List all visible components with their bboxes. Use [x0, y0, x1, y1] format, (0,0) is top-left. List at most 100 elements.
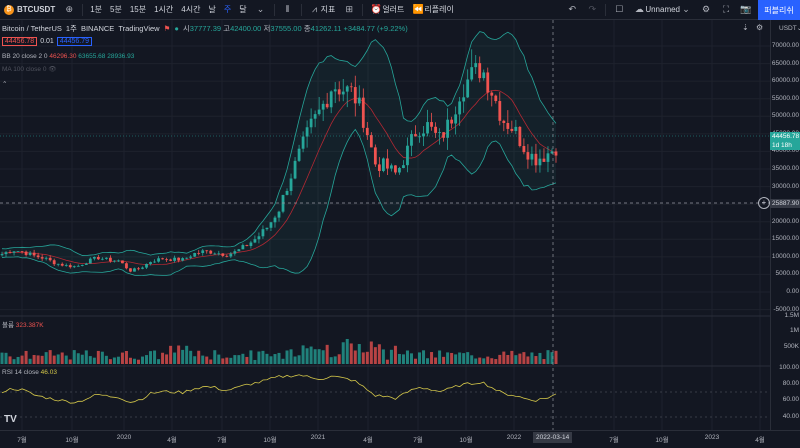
- rsi-legend[interactable]: RSI 14 close 46.03: [2, 369, 57, 376]
- price-tick: -5000.00: [773, 305, 799, 313]
- divider: [300, 3, 302, 16]
- chart-type-button[interactable]: ⫴: [278, 0, 298, 20]
- candle: [173, 255, 177, 263]
- volume-bar: [458, 352, 462, 364]
- candle: [137, 267, 140, 271]
- settings-small-icon[interactable]: ⚙: [756, 23, 764, 32]
- volume-bar: [36, 355, 40, 364]
- volume-bar: [393, 345, 397, 364]
- candle: [381, 157, 385, 173]
- volume-bar: [68, 359, 72, 364]
- alert-button[interactable]: ⏰ 얼러트: [366, 0, 408, 20]
- candle: [285, 188, 289, 196]
- candle: [325, 92, 329, 109]
- volume-bar: [181, 349, 185, 364]
- compare-symbol-button[interactable]: ⊕: [59, 0, 79, 20]
- volume-bar: [518, 353, 522, 364]
- interval-1m[interactable]: 1분: [90, 5, 103, 14]
- eye-hidden-icon[interactable]: 👁: [48, 66, 57, 73]
- candle: [80, 264, 84, 267]
- scroll-right-icon[interactable]: ⇣: [742, 23, 749, 32]
- candle: [193, 252, 197, 257]
- interval-dropdown[interactable]: ⌄: [251, 0, 271, 20]
- candle: [169, 258, 173, 262]
- interval-1h[interactable]: 1시간: [154, 5, 174, 14]
- volume-bar: [490, 358, 494, 364]
- candle: [189, 255, 193, 260]
- buy-price-button[interactable]: 44456.79: [56, 37, 93, 46]
- volume-tick: 1.5M: [784, 312, 799, 319]
- candle: [490, 90, 494, 107]
- layout-button[interactable]: ☐: [609, 0, 629, 20]
- layout-name-button[interactable]: ☁ Unnamed ⌄: [629, 0, 696, 20]
- candle: [458, 96, 462, 126]
- volume-bar: [96, 350, 100, 364]
- volume-bar: [554, 350, 558, 364]
- indicators-button[interactable]: ⩘ 지표: [305, 0, 340, 20]
- volume-legend[interactable]: 볼륨 323.387K: [2, 319, 44, 329]
- candle: [165, 257, 168, 263]
- candle: [345, 85, 349, 108]
- snapshot-button[interactable]: 📷: [736, 0, 756, 20]
- candle: [117, 259, 120, 262]
- bb-lower-line: [1, 128, 557, 276]
- indicators-icon: ⩘: [312, 4, 318, 14]
- candle: [177, 257, 181, 263]
- candle: [36, 252, 40, 260]
- candle: [24, 250, 28, 257]
- volume-bar: [361, 352, 365, 364]
- volume-bar: [56, 354, 60, 364]
- interval-1w[interactable]: 주: [223, 5, 232, 14]
- redo-button[interactable]: ↷: [582, 0, 602, 20]
- templates-button[interactable]: ⊞: [339, 0, 359, 20]
- interval-1mo[interactable]: 달: [239, 5, 247, 14]
- candle: [426, 109, 429, 137]
- interval-15m[interactable]: 15분: [129, 5, 147, 14]
- legend-interval: 1주: [65, 24, 77, 33]
- candle: [145, 263, 148, 270]
- replay-button[interactable]: ⏪ 리플레이: [408, 0, 457, 20]
- candle: [534, 143, 538, 173]
- currency-selector[interactable]: USDT⌄: [779, 25, 800, 32]
- candle: [269, 221, 273, 232]
- tradingview-logo-icon[interactable]: TV: [4, 414, 17, 425]
- candle: [365, 121, 369, 140]
- candle: [161, 257, 164, 260]
- candle: [466, 69, 470, 99]
- candle: [418, 132, 421, 143]
- volume-bar: [317, 349, 321, 364]
- sell-price-button[interactable]: 44456.78: [2, 37, 38, 46]
- collapse-legend-button[interactable]: ⌃: [2, 80, 7, 88]
- ma-indicator-legend[interactable]: MA 100 close 0 👁: [2, 65, 57, 73]
- volume-bar: [28, 358, 32, 364]
- candle: [486, 67, 490, 101]
- volume-bar: [349, 343, 353, 364]
- interval-4h[interactable]: 4시간: [181, 5, 201, 14]
- candle: [337, 81, 341, 102]
- volume-label: 볼륨: [2, 322, 14, 329]
- candle: [245, 244, 249, 247]
- indicators-label: 지표: [320, 5, 336, 14]
- publish-button[interactable]: 퍼블리쉬: [758, 0, 800, 20]
- bb-indicator-legend[interactable]: BB 20 close 2 0 46296.30 63655.68 28936.…: [2, 53, 134, 60]
- candle: [125, 262, 128, 270]
- symbol-search[interactable]: ₿ BTCUSDT: [0, 0, 59, 20]
- price-axis[interactable]: [770, 20, 800, 430]
- fullscreen-icon: ⛶: [722, 4, 730, 14]
- candle: [313, 110, 317, 128]
- volume-bar: [100, 351, 104, 364]
- volume-bar: [44, 352, 48, 364]
- add-price-level-button[interactable]: +: [758, 197, 770, 209]
- volume-bar: [201, 355, 205, 364]
- price-tick: 15000.00: [771, 235, 799, 243]
- undo-button[interactable]: ↶: [562, 0, 582, 20]
- volume-bar: [486, 356, 490, 364]
- settings-button[interactable]: ⚙: [696, 0, 716, 20]
- volume-bar: [365, 351, 369, 364]
- fullscreen-button[interactable]: ⛶: [716, 0, 736, 20]
- interval-1d[interactable]: 날: [208, 5, 216, 14]
- interval-5m[interactable]: 5분: [110, 5, 122, 14]
- volume-bar: [446, 352, 450, 364]
- time-axis[interactable]: [0, 430, 800, 448]
- chart-canvas[interactable]: [0, 20, 770, 430]
